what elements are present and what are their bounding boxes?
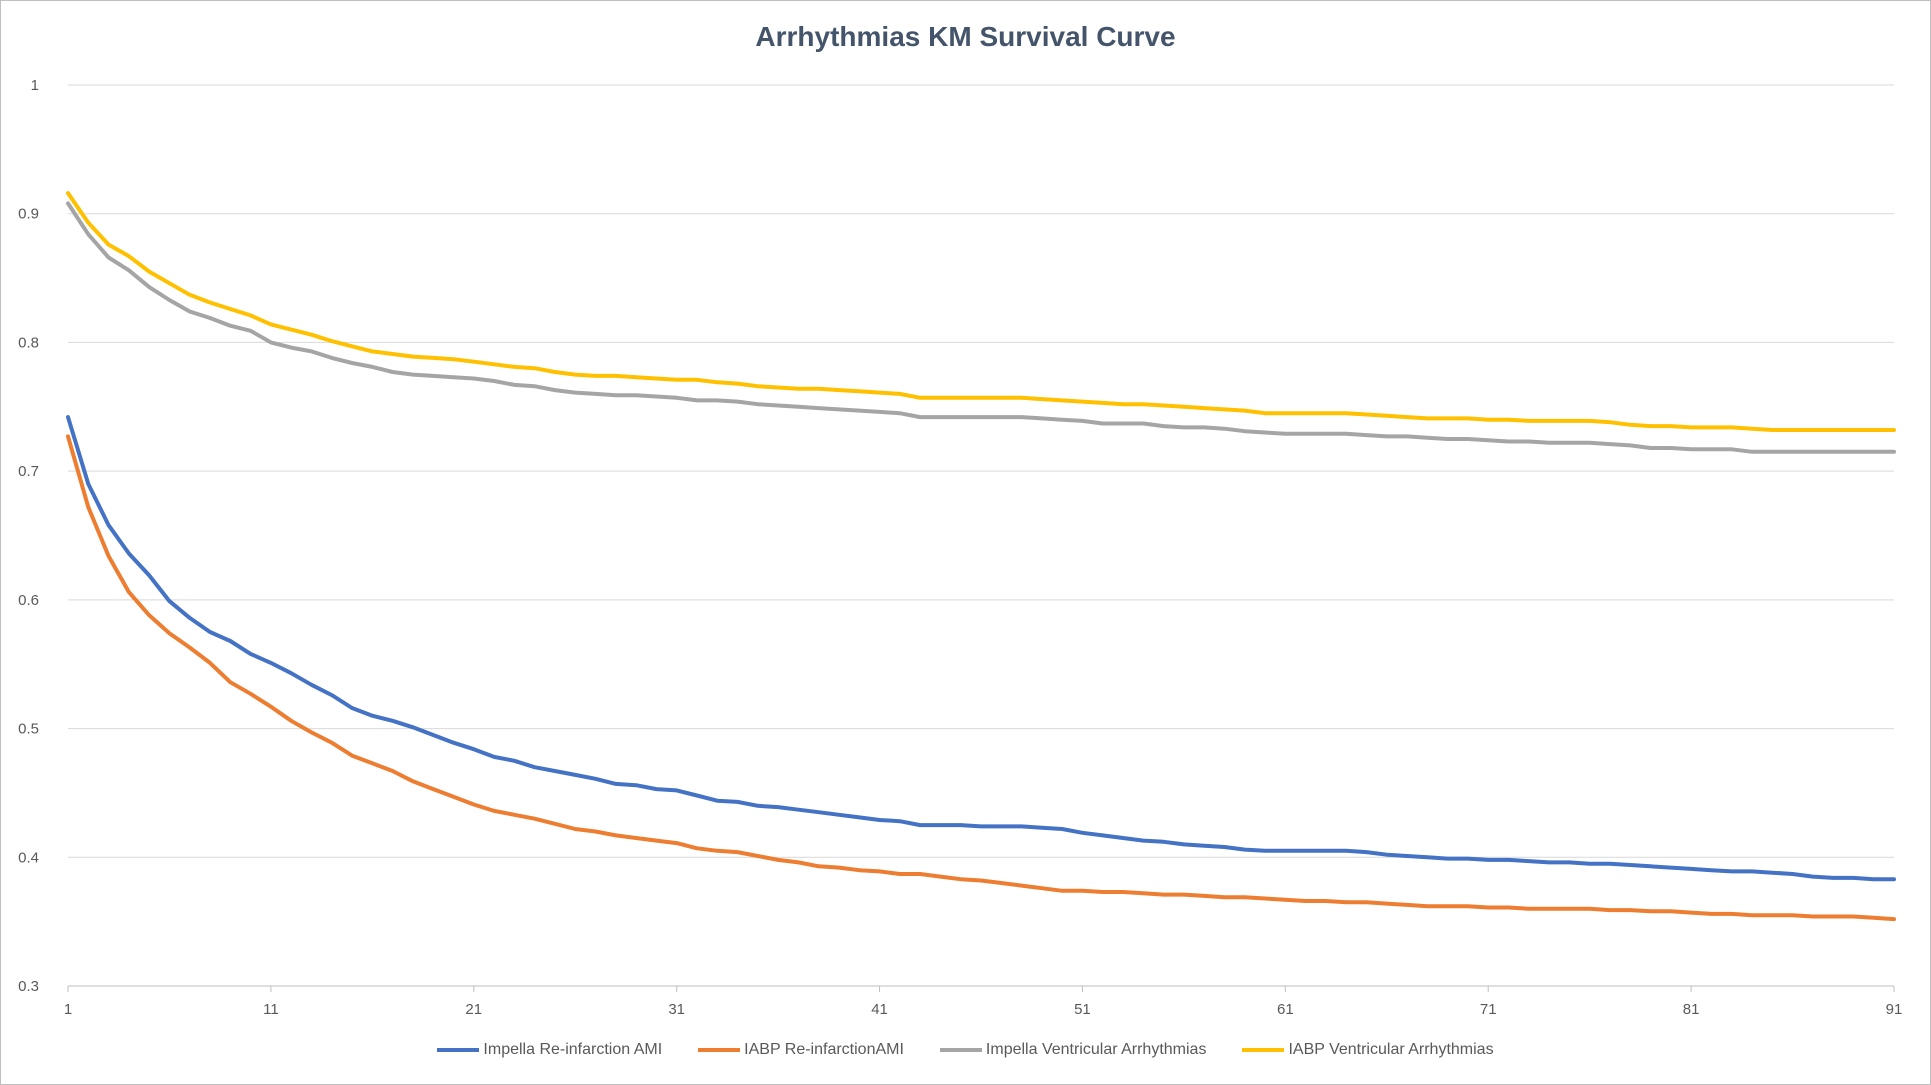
series-line-4	[66, 191, 1896, 432]
legend-label: IABP Re-infarctionAMI	[744, 1041, 904, 1058]
grid-layer	[67, 84, 1895, 992]
y-tick-label: 0.9	[18, 206, 39, 223]
legend-label: Impella Re-infarction AMI	[483, 1041, 663, 1058]
chart-title: Arrhythmias KM Survival Curve	[755, 21, 1176, 52]
legend-label: IABP Ventricular Arrhythmias	[1288, 1041, 1494, 1058]
y-tick-label: 0.8	[18, 334, 39, 351]
x-tick-label: 1	[64, 1001, 72, 1018]
y-tick-label: 1	[31, 77, 39, 94]
x-tick-label: 51	[1074, 1001, 1091, 1018]
legend-item-1: Impella Re-infarction AMI	[437, 1041, 662, 1059]
x-tick-label: 81	[1683, 1001, 1700, 1018]
x-tick-label: 11	[263, 1001, 279, 1018]
y-tick-label: 0.3	[18, 978, 39, 995]
x-tick-label: 21	[465, 1001, 482, 1018]
series-line-3	[66, 201, 1896, 454]
x-tick-label: 61	[1277, 1001, 1294, 1018]
legend: Impella Re-infarction AMI IABP Re-infarct…	[1, 1041, 1930, 1059]
series-layer	[66, 191, 1896, 922]
tick-layer: 0.30.40.50.60.70.80.911 11 21 31 41 51 61 71 81 9…	[18, 77, 1902, 1018]
x-tick-label: 71	[1480, 1001, 1497, 1018]
legend-swatch	[437, 1048, 480, 1052]
legend-item-3: Impella Ventricular Arrhythmias	[939, 1041, 1207, 1059]
legend-swatch	[698, 1048, 741, 1052]
legend-item-2: IABP Re-infarctionAMI	[698, 1041, 904, 1059]
y-tick-label: 0.6	[18, 592, 39, 609]
y-tick-label: 0.5	[18, 721, 39, 738]
x-tick-label: 91	[1886, 1001, 1903, 1018]
x-tick-label: 31	[668, 1001, 685, 1018]
x-tick-label: 41	[871, 1001, 888, 1018]
series-line-1	[66, 415, 1896, 882]
legend-item-4: IABP Ventricular Arrhythmias	[1242, 1041, 1494, 1059]
legend-swatch	[1242, 1048, 1285, 1052]
y-tick-label: 0.7	[18, 463, 39, 480]
series-line-2	[66, 434, 1896, 922]
y-tick-label: 0.4	[18, 849, 39, 866]
legend-swatch	[939, 1048, 982, 1052]
legend-label: Impella Ventricular Arrhythmias	[985, 1041, 1207, 1058]
